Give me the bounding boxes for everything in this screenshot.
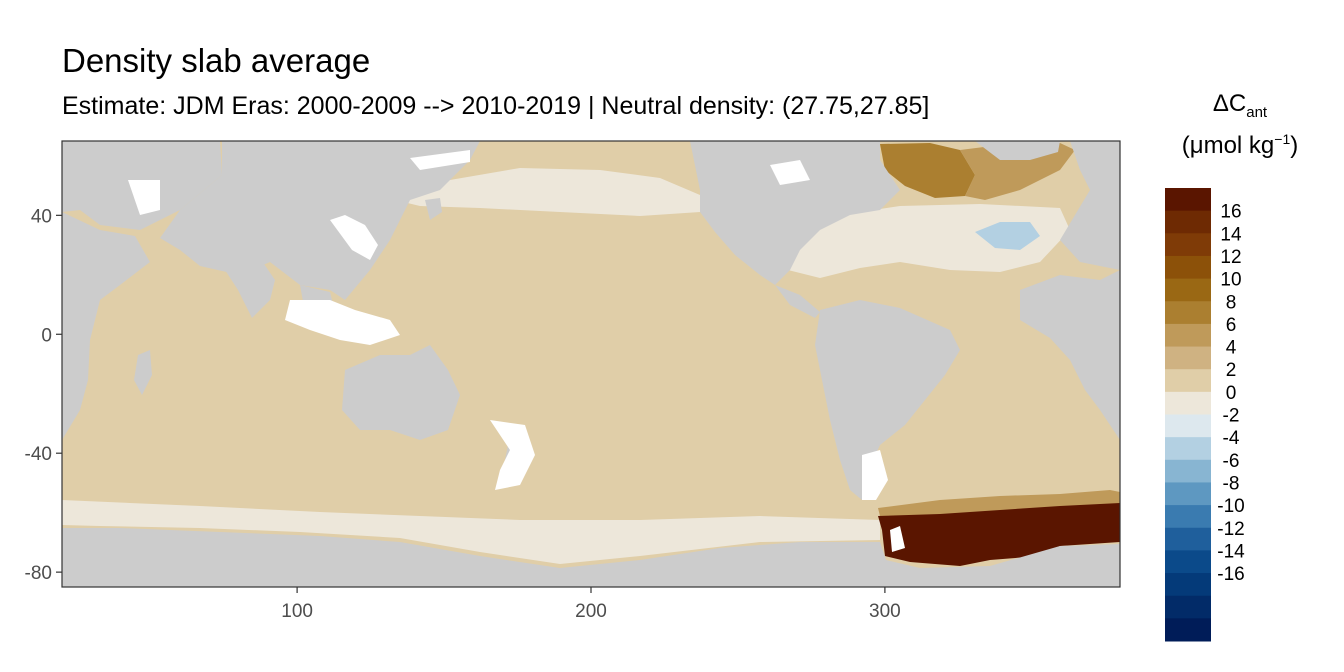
legend-label: 8 — [1226, 292, 1237, 313]
legend-title-main: ΔC — [1212, 90, 1247, 117]
y-axis: 40 0 -40 -80 — [25, 206, 62, 584]
legend-colorbar — [1165, 188, 1211, 642]
legend-swatch — [1165, 323, 1211, 348]
legend-label: -12 — [1217, 519, 1244, 540]
region-northwest-atlantic — [975, 222, 1040, 250]
legend-unit-open: (μmol kg — [1181, 131, 1275, 159]
land-south-america — [815, 300, 960, 500]
x-tick-label: 200 — [575, 601, 607, 622]
legend-swatch — [1165, 550, 1211, 574]
legend-label: 2 — [1226, 360, 1237, 381]
x-axis: 100 200 300 — [281, 587, 901, 622]
region-irminger-labrador — [960, 143, 1075, 200]
land-masses — [62, 141, 1120, 587]
legend-label: 12 — [1220, 247, 1241, 268]
chart-subtitle: Estimate: JDM Eras: 2000-2009 --> 2010-2… — [62, 92, 930, 120]
nodata-indonesia — [285, 300, 400, 345]
legend-swatch — [1165, 573, 1211, 597]
nodata-weddell-pockets — [890, 526, 905, 552]
land-india — [220, 250, 275, 318]
legend-swatch — [1165, 437, 1211, 461]
x-tick-label: 300 — [869, 601, 901, 622]
land-africa-south — [62, 212, 150, 440]
legend-swatch — [1165, 278, 1211, 302]
legend-unit-exp: −1 — [1274, 130, 1291, 147]
legend-label: 6 — [1226, 315, 1237, 336]
legend-label: 14 — [1220, 224, 1242, 245]
legend-label: -6 — [1223, 451, 1240, 472]
region-north-atlantic-subtropics — [780, 204, 1070, 278]
chart-title: Density slab average — [62, 42, 371, 79]
x-tick-label: 100 — [281, 601, 313, 622]
y-tick-label: 0 — [41, 325, 52, 346]
legend-label: 16 — [1220, 202, 1241, 223]
nodata-hudson — [770, 160, 810, 185]
legend-label: -2 — [1223, 406, 1240, 427]
nodata-africa-west — [128, 180, 160, 215]
legend-label: -10 — [1217, 496, 1244, 517]
y-tick-label: 40 — [31, 206, 52, 227]
legend-swatch — [1165, 188, 1211, 212]
land-central-america — [775, 285, 820, 318]
region-north-pacific — [395, 168, 700, 216]
nodata-asian-margin — [330, 215, 378, 260]
land-europe — [1060, 141, 1120, 270]
legend-label: 0 — [1226, 383, 1237, 404]
nodata-nz-margin — [490, 420, 535, 490]
land-madagascar — [134, 350, 152, 395]
legend-swatch — [1165, 233, 1211, 257]
legend-unit-close: ) — [1290, 131, 1299, 159]
legend-swatch — [1165, 505, 1211, 529]
legend-label: -14 — [1217, 541, 1245, 562]
legend-label: 10 — [1220, 270, 1241, 291]
legend-label: 4 — [1226, 338, 1237, 359]
legend-label: -4 — [1223, 428, 1240, 449]
land-greenland — [975, 141, 1060, 160]
legend-swatch — [1165, 391, 1211, 415]
land-north-america — [690, 141, 900, 285]
legend-swatch — [1165, 482, 1211, 506]
legend-swatch — [1165, 301, 1211, 325]
region-southern-ocean — [62, 500, 880, 564]
legend-label: -16 — [1217, 564, 1244, 585]
y-tick-label: -40 — [25, 444, 52, 465]
legend-swatch — [1165, 414, 1211, 438]
legend-swatch — [1165, 210, 1211, 234]
y-tick-label: -80 — [25, 563, 52, 584]
nodata-argentine-shelf — [862, 450, 888, 500]
legend-swatch — [1165, 595, 1211, 619]
region-subpolar-north-atlantic — [880, 143, 975, 198]
no-data-areas — [128, 150, 905, 552]
legend-swatch — [1165, 369, 1211, 393]
nodata-north-pacific-edge — [410, 150, 470, 170]
legend-swatch — [1165, 346, 1211, 370]
land-japan — [425, 198, 442, 220]
land-australia — [342, 345, 460, 440]
legend-title: ΔCant (μmol kg−1) — [1160, 84, 1320, 165]
land-antarctica — [62, 528, 1120, 587]
legend-swatch — [1165, 459, 1211, 483]
land-africa-west — [1020, 270, 1120, 440]
region-weddell-sea — [878, 503, 1120, 566]
legend-label: -8 — [1223, 473, 1240, 494]
legend-swatch — [1165, 618, 1211, 642]
legend-title-sub: ant — [1246, 103, 1268, 121]
legend-swatch — [1165, 255, 1211, 280]
legend-swatch — [1165, 527, 1211, 551]
